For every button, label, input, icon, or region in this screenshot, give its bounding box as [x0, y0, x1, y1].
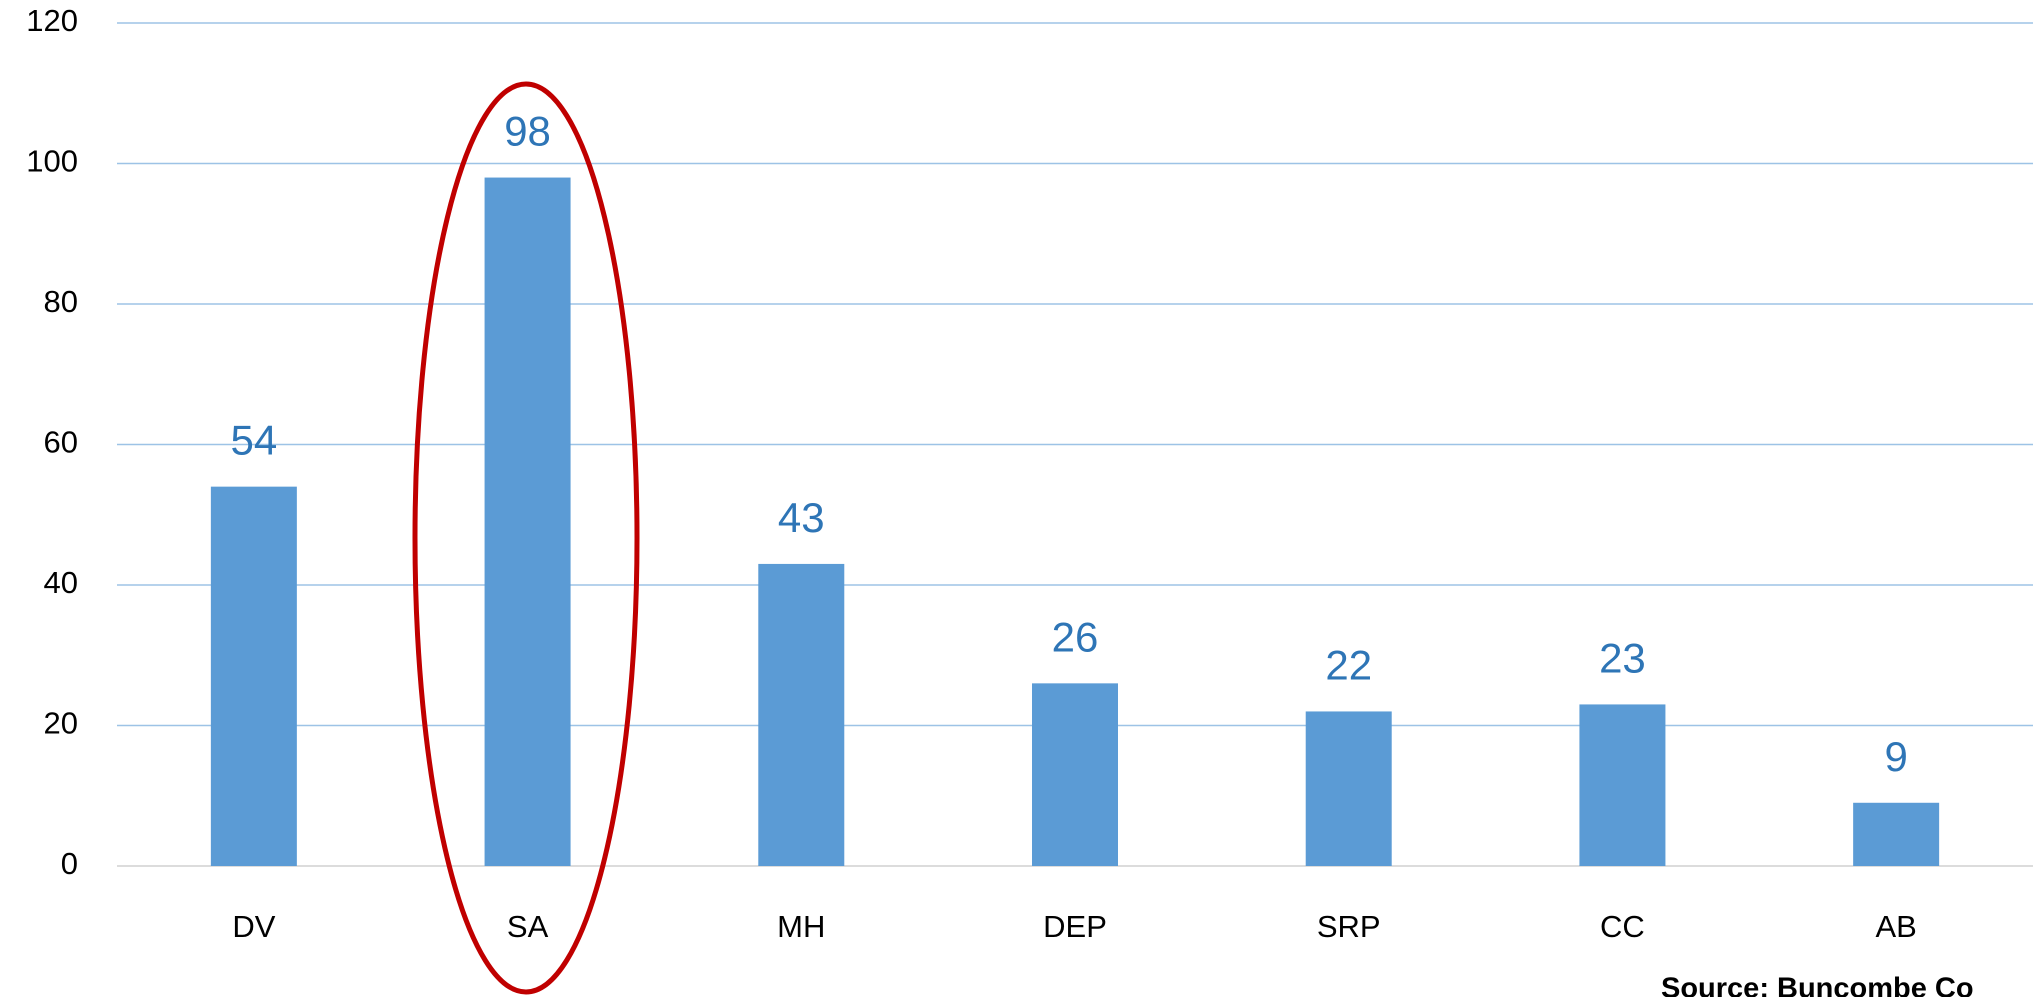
data-label: 54 [230, 417, 277, 464]
y-tick-label: 40 [44, 565, 78, 600]
y-tick-label: 120 [26, 3, 78, 38]
highlight-ellipse [412, 81, 640, 995]
y-tick-label: 100 [26, 144, 78, 179]
bar [1853, 802, 1940, 866]
y-tick-label: 0 [61, 846, 78, 881]
data-label: 26 [1052, 613, 1099, 660]
bar [210, 486, 297, 866]
source-note: Source: Buncombe Co [1661, 973, 1974, 997]
bar [758, 563, 845, 866]
bar [1305, 711, 1392, 866]
data-label: 98 [504, 108, 551, 155]
y-tick-label: 80 [44, 284, 78, 319]
x-tick-label: SRP [1317, 909, 1381, 944]
data-label: 22 [1325, 642, 1372, 689]
x-tick-label: AB [1875, 909, 1916, 944]
bar [1032, 683, 1118, 866]
bar [484, 177, 571, 867]
bar [1579, 704, 1666, 866]
x-tick-label: MH [777, 909, 825, 944]
data-label: 23 [1599, 635, 1646, 682]
y-tick-label: 60 [44, 425, 78, 460]
x-tick-label: SA [507, 909, 549, 944]
x-tick-label: DEP [1043, 909, 1107, 944]
y-tick-label: 20 [44, 706, 78, 741]
x-tick-label: CC [1600, 909, 1645, 944]
data-label: 43 [778, 494, 825, 541]
data-label: 9 [1884, 733, 1907, 780]
x-tick-label: DV [232, 909, 275, 944]
